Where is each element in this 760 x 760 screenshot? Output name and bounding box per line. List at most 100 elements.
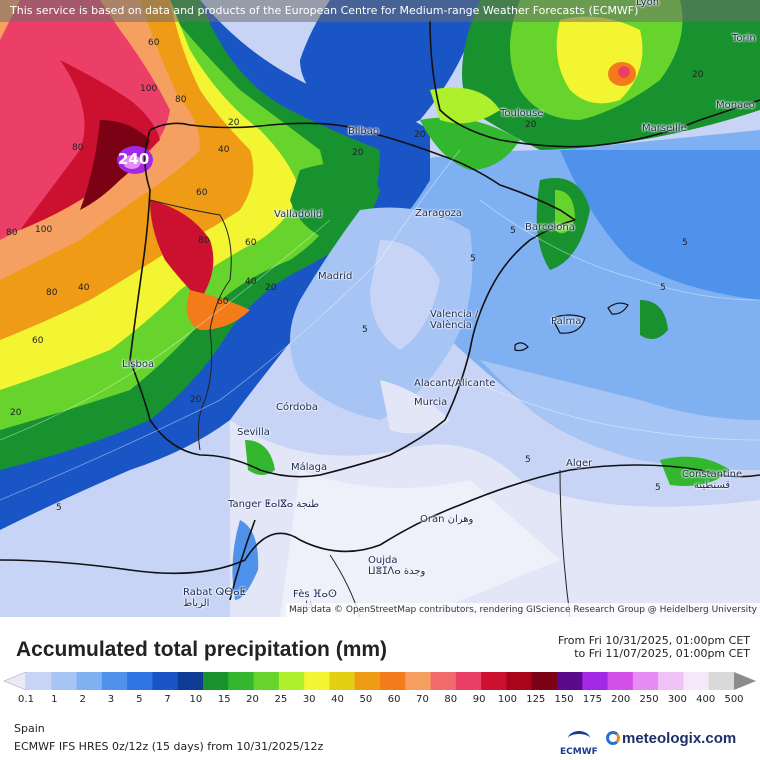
contour-label: 5 xyxy=(682,238,688,248)
city-label: Torin xyxy=(732,33,756,44)
contour-label: 60 xyxy=(196,188,208,198)
legend-swatch xyxy=(127,672,153,690)
legend-tick-label: 400 xyxy=(696,694,716,705)
legend-tick-label: 175 xyxy=(582,694,602,705)
legend-tick-label: 25 xyxy=(274,694,288,705)
legend-swatch xyxy=(658,672,684,690)
legend-swatch xyxy=(531,672,558,690)
legend-swatch xyxy=(278,672,305,690)
legend-tick-label: 50 xyxy=(359,694,373,705)
legend-tick-label: 10 xyxy=(189,694,203,705)
legend-swatch xyxy=(380,672,406,690)
legend-tick-label: 15 xyxy=(217,694,231,705)
legend-arrow-low xyxy=(4,672,27,690)
ecmwf-logo: ECMWF xyxy=(560,731,598,757)
legend-swatch xyxy=(481,672,507,690)
city-monaco: Monaco xyxy=(716,100,755,111)
contour-label: 80 xyxy=(198,236,210,246)
ecmwf-logo-text: ECMWF xyxy=(560,747,598,757)
city-tanger: Tanger ⵟⴰⵏⴵⴰ طنجة xyxy=(228,499,319,510)
period-from: From Fri 10/31/2025, 01:00pm CET xyxy=(558,634,750,647)
legend-tick-label: 20 xyxy=(246,694,259,705)
contour-label: 5 xyxy=(362,325,368,335)
ecmwf-swirl-icon xyxy=(567,731,590,746)
legend-swatch xyxy=(329,672,356,690)
map-attribution[interactable]: Map data © OpenStreetMap contributors, r… xyxy=(286,603,760,617)
city-barcelona: Barcelona xyxy=(525,222,575,233)
legend-swatch xyxy=(430,672,457,690)
contour-label: 20 xyxy=(265,283,277,293)
legend-swatch xyxy=(405,672,432,690)
contour-label: 5 xyxy=(655,483,661,493)
legend-swatch xyxy=(253,672,280,690)
contour-label: 5 xyxy=(56,503,62,513)
city-label: Oujda ⵡⴻⵊⴷⴰ وجدة xyxy=(368,555,426,577)
legend-tick-label: 250 xyxy=(639,694,659,705)
legend-swatch xyxy=(354,672,381,690)
ecmwf-disclaimer-banner: This service is based on data and produc… xyxy=(0,0,760,22)
contour-label: 5 xyxy=(470,254,476,264)
city-label: Rabat ⵕⴱⴰⵟ الرباط xyxy=(183,587,246,609)
legend-swatch xyxy=(582,672,609,690)
city-torino: Torin xyxy=(732,33,756,44)
city-palma: Palma xyxy=(551,316,581,327)
legend-tick-label: 300 xyxy=(667,694,687,705)
city-bilbao: Bilbao xyxy=(348,126,379,137)
contour-label: 5 xyxy=(660,283,666,293)
city-label: Madrid xyxy=(318,271,353,282)
legend-swatch xyxy=(708,672,735,690)
forecast-period: From Fri 10/31/2025, 01:00pm CET to Fri … xyxy=(558,634,750,660)
contour-label: 5 xyxy=(525,455,531,465)
city-label: Marseille xyxy=(642,123,687,134)
contour-label: 20 xyxy=(190,395,202,405)
contour-label: 20 xyxy=(352,148,364,158)
contour-label: 60 xyxy=(217,297,229,307)
legend-tick-label: 40 xyxy=(331,694,344,705)
contour-label: 60 xyxy=(32,336,44,346)
legend-tick-label: 30 xyxy=(302,694,316,705)
contour-label: 20 xyxy=(414,130,426,140)
region-label: Spain xyxy=(14,722,45,735)
legend-tick-label: 90 xyxy=(472,694,486,705)
model-run-label: ECMWF IFS HRES 0z/12z (15 days) from 10/… xyxy=(14,740,324,753)
legend-ticks: 0.1 1 2 3 5 7 10 15 20 25 30 40 50 60 70 80 90 100 125 150 1… xyxy=(0,694,760,708)
legend-tick-label: 60 xyxy=(387,694,401,705)
legend-swatch xyxy=(26,672,52,690)
legend-swatch xyxy=(557,672,583,690)
contour-label: 20 xyxy=(692,70,704,80)
meteologix-logo-text: meteologix.com xyxy=(622,730,737,747)
city-label: Barcelona xyxy=(525,222,575,233)
legend-tick-label: 5 xyxy=(136,694,143,705)
meteologix-logo[interactable]: meteologix.com xyxy=(606,730,736,747)
city-lyon: Lyon xyxy=(636,0,659,8)
city-label: Alger xyxy=(566,458,593,469)
legend-tick-label: 125 xyxy=(526,694,546,705)
city-sevilla: Sevilla xyxy=(237,427,270,438)
contour-label: 20 xyxy=(228,118,240,128)
city-marseille: Marseille xyxy=(642,123,687,134)
map-canvas xyxy=(0,0,760,617)
city-zaragoza: Zaragoza xyxy=(415,208,462,219)
contour-label: 100 xyxy=(140,84,158,94)
city-lisboa: Lisboa xyxy=(122,359,154,370)
legend-swatch xyxy=(506,672,533,690)
city-toulouse: Toulouse xyxy=(500,108,543,119)
city-label: Constantine قسنطينة xyxy=(681,469,743,491)
legend-tick-label: 3 xyxy=(107,694,115,705)
precipitation-map[interactable]: This service is based on data and produc… xyxy=(0,0,760,617)
legend-swatch xyxy=(632,672,659,690)
city-label: Lyon xyxy=(636,0,660,8)
city-label: Córdoba xyxy=(276,402,318,413)
city-murcia: Murcia xyxy=(414,397,447,408)
legend-swatch xyxy=(228,672,255,690)
max-value-label: 240 xyxy=(118,150,150,168)
legend-tick-label: 80 xyxy=(444,694,458,705)
city-label: Palma xyxy=(551,316,582,327)
contour-label: 80 xyxy=(175,95,187,105)
city-valladolid: Valladolid xyxy=(274,209,322,220)
legend-swatch xyxy=(177,672,204,690)
city-madrid: Madrid xyxy=(318,271,352,282)
city-label: Lisboa xyxy=(122,359,155,370)
legend-tick-label: 2 xyxy=(79,694,86,705)
legend-swatch xyxy=(455,672,482,690)
